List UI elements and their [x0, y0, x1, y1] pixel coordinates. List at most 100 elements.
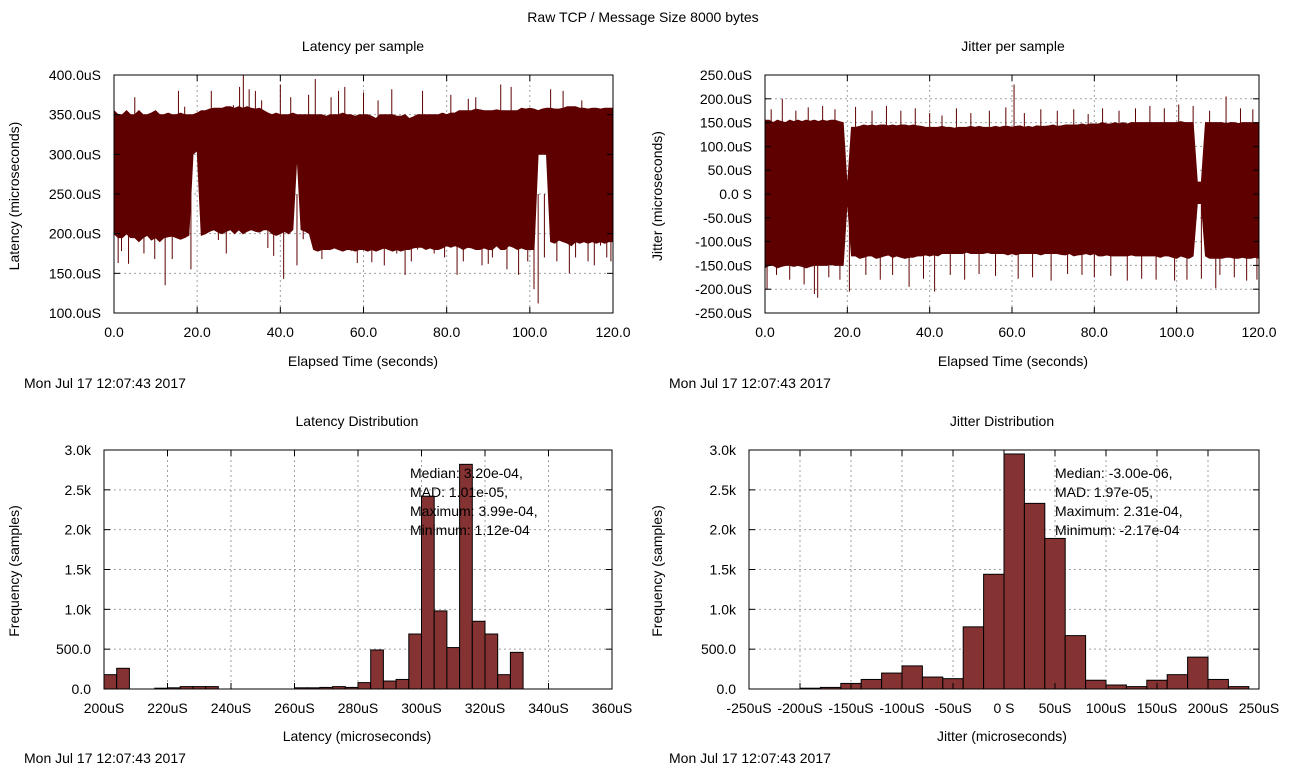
x-tick-label: 60.0 — [998, 324, 1025, 340]
page-title: Raw TCP / Message Size 8000 bytes — [527, 9, 758, 25]
x-tick-label: 200uS — [84, 700, 124, 716]
y-tick-label: 3.0k — [710, 442, 737, 458]
y-tick-label: 250.0uS — [49, 186, 101, 202]
histogram-bar — [1166, 674, 1189, 690]
series-band — [764, 119, 1260, 269]
histogram-bar — [116, 667, 130, 690]
y-tick-label: 250.0uS — [700, 67, 752, 83]
y-tick-label: 3.0k — [65, 442, 92, 458]
x-tick-label: 50uS — [1039, 700, 1072, 716]
x-tick-label: -100uS — [879, 700, 924, 716]
histogram-bar — [983, 573, 1005, 690]
x-tick-label: 40.0 — [267, 324, 294, 340]
histogram-bar — [1085, 679, 1107, 690]
histogram-bar — [408, 633, 422, 690]
y-tick-label: 350.0uS — [49, 107, 101, 123]
x-tick-label: 80.0 — [433, 324, 460, 340]
x-tick-label: -250uS — [726, 700, 771, 716]
y-tick-label: 150.0uS — [49, 265, 101, 281]
y-tick-label: -50.0uS — [703, 210, 752, 226]
x-tick-label: 250uS — [1239, 700, 1279, 716]
x-tick-label: 360uS — [592, 700, 632, 716]
x-tick-label: 100uS — [1086, 700, 1126, 716]
histogram-bar — [901, 665, 923, 690]
y-tick-label: 2.0k — [65, 522, 92, 538]
y-tick-label: 100.0uS — [700, 138, 752, 154]
histogram-bar — [446, 647, 461, 690]
histogram-bar — [1044, 537, 1066, 690]
histogram-bar — [382, 680, 397, 690]
y-tick-label: 1.5k — [65, 562, 92, 578]
y-axis-label: Frequency (samples) — [649, 505, 665, 637]
histogram-bar — [370, 649, 384, 690]
chart-title: Jitter per sample — [961, 38, 1065, 54]
y-tick-label: 300.0uS — [49, 146, 101, 162]
y-tick-label: -150.0uS — [695, 257, 752, 273]
y-tick-label: 2.5k — [65, 482, 92, 498]
histogram-bar — [921, 676, 944, 690]
x-tick-label: 320uS — [465, 700, 505, 716]
x-tick-label: 300uS — [401, 700, 441, 716]
x-tick-label: 0 S — [993, 700, 1014, 716]
histogram-bar — [484, 633, 499, 690]
stats-line: Maximum: 2.31e-04, — [1055, 503, 1183, 519]
x-axis-label: Elapsed Time (seconds) — [938, 353, 1088, 369]
y-tick-label: 2.0k — [710, 522, 737, 538]
x-tick-label: 120.0 — [595, 324, 630, 340]
x-tick-label: 150uS — [1137, 700, 1177, 716]
chart-title: Latency per sample — [302, 38, 424, 54]
histogram-bar — [395, 678, 410, 690]
y-tick-label: 50.0uS — [708, 162, 752, 178]
histogram-bar — [1023, 502, 1046, 690]
x-tick-label: 120.0 — [1241, 324, 1276, 340]
chart-title: Latency Distribution — [296, 413, 419, 429]
y-axis-label: Latency (microseconds) — [6, 122, 22, 271]
x-tick-label: 100.0 — [1159, 324, 1194, 340]
y-tick-label: 150.0uS — [700, 115, 752, 131]
stats-line: Minimum: -2.17e-04 — [1055, 522, 1180, 538]
histogram-bar — [1064, 635, 1087, 690]
x-tick-label: 340uS — [528, 700, 568, 716]
x-tick-label: -150uS — [828, 700, 873, 716]
x-axis-label: Elapsed Time (seconds) — [288, 353, 438, 369]
x-tick-label: -200uS — [777, 700, 822, 716]
latency-distribution-panel: Latency Distribution Latency (microsecon… — [6, 413, 632, 766]
stats-line: MAD: 1.97e-05, — [1055, 484, 1153, 500]
histogram-bar — [860, 678, 883, 690]
y-tick-label: 200.0uS — [49, 226, 101, 242]
y-tick-label: 0.0 — [717, 681, 737, 697]
timestamp: Mon Jul 17 12:07:43 2017 — [24, 375, 186, 391]
y-tick-label: 500.0 — [701, 641, 736, 657]
histogram-bar — [1105, 684, 1127, 690]
x-tick-label: 40.0 — [916, 324, 943, 340]
y-axis-label: Frequency (samples) — [6, 505, 22, 637]
x-tick-label: 60.0 — [350, 324, 377, 340]
y-tick-label: 1.0k — [710, 601, 737, 617]
y-tick-label: -100.0uS — [695, 234, 752, 250]
histogram-bar — [1207, 678, 1229, 690]
y-tick-label: -250.0uS — [695, 305, 752, 321]
stats-line: Median: 3.20e-04, — [410, 465, 523, 481]
histogram-bar — [103, 674, 118, 690]
x-tick-label: 20.0 — [184, 324, 211, 340]
x-tick-label: 0.0 — [755, 324, 775, 340]
jitter-per-sample-panel: Jitter per sample Elapsed Time (seconds)… — [649, 38, 1277, 391]
y-axis-label: Jitter (microseconds) — [649, 131, 665, 261]
y-tick-label: 500.0 — [56, 641, 91, 657]
histogram-bar — [881, 672, 903, 690]
x-tick-label: 240uS — [211, 700, 251, 716]
stats-line: Maximum: 3.99e-04, — [410, 503, 538, 519]
y-tick-label: 1.5k — [710, 562, 737, 578]
histogram-bar — [497, 674, 511, 690]
histogram-bar — [962, 626, 985, 690]
y-tick-label: -200.0uS — [695, 281, 752, 297]
stats-line: Median: -3.00e-06, — [1055, 465, 1173, 481]
x-tick-label: 80.0 — [1081, 324, 1108, 340]
histogram-bar — [357, 682, 372, 690]
histogram-bar — [1003, 453, 1025, 690]
y-tick-label: 200.0uS — [700, 91, 752, 107]
histogram-bar — [433, 610, 448, 690]
y-tick-label: 0.0 S — [719, 186, 752, 202]
